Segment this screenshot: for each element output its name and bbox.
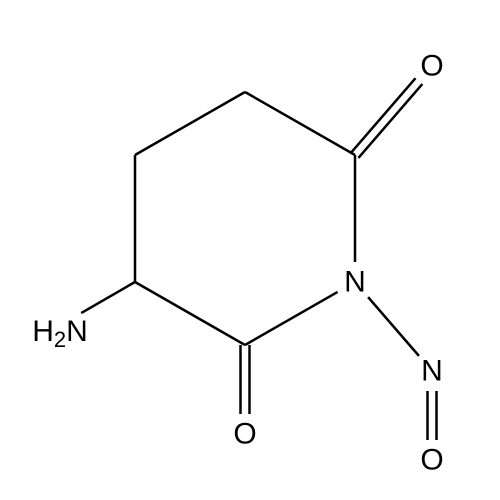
atom-label: N xyxy=(421,355,443,388)
molecule-diagram: O N O N O H2N xyxy=(0,0,500,500)
atom-label: O xyxy=(420,444,443,477)
bond xyxy=(245,292,338,345)
nh2-label: H2N xyxy=(32,315,88,352)
bond xyxy=(81,282,135,313)
bond xyxy=(368,297,419,356)
bond xyxy=(352,78,416,152)
bond xyxy=(358,84,422,158)
bond xyxy=(135,92,245,155)
atom-label: O xyxy=(420,50,443,83)
atom-label: N xyxy=(344,266,366,299)
bond xyxy=(245,92,355,155)
atom-label: O xyxy=(233,418,256,451)
bond xyxy=(135,282,245,345)
